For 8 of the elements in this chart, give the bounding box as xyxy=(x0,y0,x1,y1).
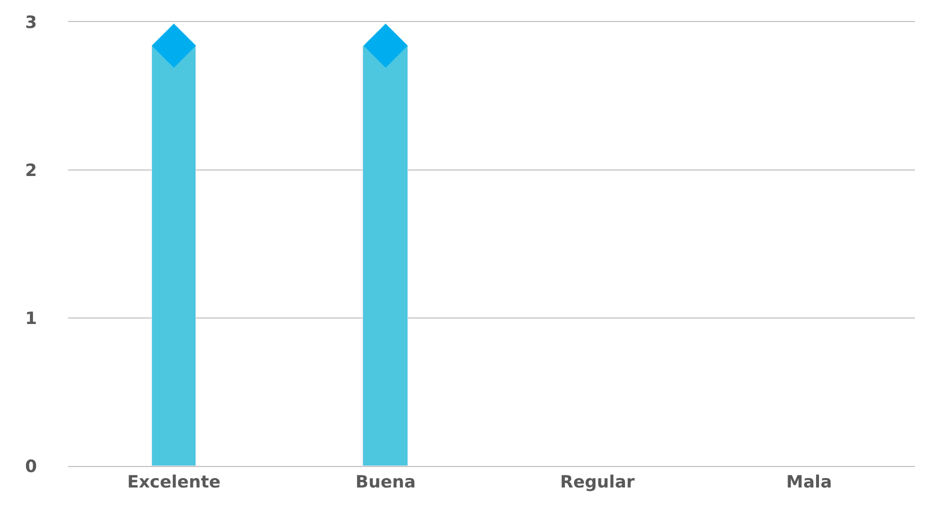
x-tick-label: Excelente xyxy=(127,472,221,492)
y-tick-label: 0 xyxy=(25,456,38,477)
x-tick-label: Buena xyxy=(356,472,416,492)
y-tick-label: 3 xyxy=(25,12,37,33)
x-tick-label: Mala xyxy=(786,472,832,492)
y-tick-label: 2 xyxy=(25,160,37,181)
y-tick-label: 1 xyxy=(25,308,37,329)
x-tick-label: Regular xyxy=(560,472,636,492)
